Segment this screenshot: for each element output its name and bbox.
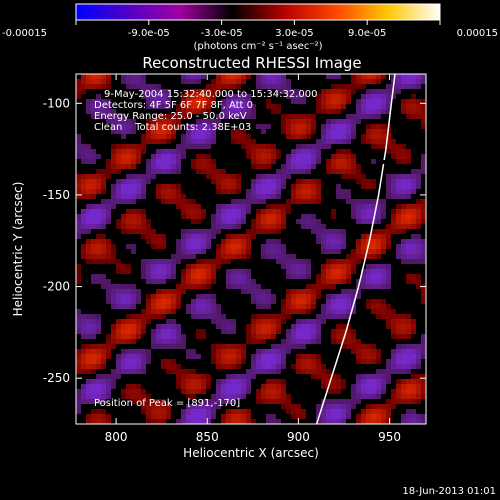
colorbar-strip (75, 3, 441, 21)
x-tick-label: 900 (287, 430, 310, 444)
info-time-range: 9-May-2004 15:32:40.000 to 15:34:32.000 (104, 89, 317, 100)
info-energy-range: Energy Range: 25.0 - 50.0 keV (94, 111, 247, 122)
y-axis: -100 -150 -200 -250 (43, 96, 426, 385)
colorbar-tick-label: 3.0e-05 (275, 28, 313, 39)
colorbar-unit-label: (photons cm⁻² s⁻¹ asec⁻²) (193, 41, 322, 52)
y-tick-label: -150 (43, 188, 70, 202)
colorbar-tick-label: -3.0e-05 (201, 28, 243, 39)
colorbar-tick-label: -9.0e-05 (128, 28, 170, 39)
chart-title: Reconstructed RHESSI Image (142, 54, 361, 72)
y-axis-label: Heliocentric Y (arcsec) (11, 182, 25, 317)
colorbar-tick-label: 9.0e-05 (348, 28, 386, 39)
x-tick-label: 800 (105, 430, 128, 444)
x-tick-label: 850 (196, 430, 219, 444)
observation-info: 9-May-2004 15:32:40.000 to 15:34:32.000 … (94, 89, 317, 409)
colorbar: -0.00015 -9.0e-05 -3.0e-05 3.0e-05 9.0e-05 0.… (2, 3, 498, 52)
y-tick-label: -250 (43, 371, 70, 385)
colorbar-ticks: -0.00015 -9.0e-05 -3.0e-05 3.0e-05 9.0e-05 0.… (2, 20, 498, 39)
peak-marker (378, 160, 388, 164)
info-clean-counts: Clean Total counts: 2.38E+03 (94, 122, 251, 133)
info-detectors: Detectors: 4F 5F 6F 7F 8F, Att 0 (94, 100, 253, 111)
x-axis: 800 850 900 950 (105, 74, 401, 444)
heatmap-area (76, 74, 426, 424)
y-tick-label: -100 (43, 96, 70, 110)
x-tick-label: 950 (378, 430, 401, 444)
y-tick-label: -200 (43, 280, 70, 294)
colorbar-tick-label: 0.00015 (457, 28, 498, 39)
colorbar-tick-label: -0.00015 (2, 28, 47, 39)
solar-limb-line (315, 74, 396, 424)
x-axis-label: Heliocentric X (arcsec) (183, 446, 319, 460)
footer-timestamp: 18-Jun-2013 01:01 (402, 486, 496, 497)
plot-frame (75, 73, 427, 425)
peak-position-label: Position of Peak = [891,-170] (94, 398, 240, 409)
